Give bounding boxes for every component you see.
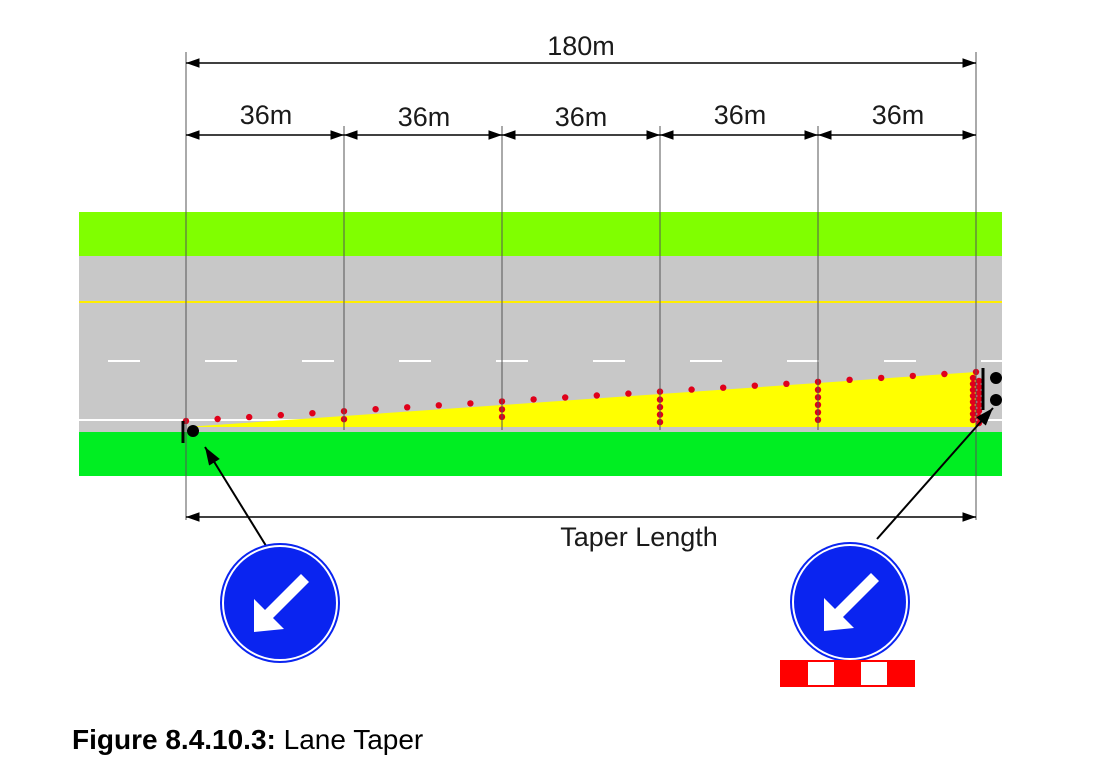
end-lamps bbox=[981, 368, 1002, 410]
lower-verge bbox=[79, 432, 1002, 476]
red-white-plate-icon bbox=[780, 660, 915, 687]
cone bbox=[751, 382, 758, 389]
dimension-lines bbox=[185, 52, 977, 522]
cone bbox=[969, 404, 977, 412]
total-length-label: 180m bbox=[547, 31, 615, 61]
sign-pointer-right bbox=[876, 407, 994, 540]
cone bbox=[467, 400, 474, 407]
cone bbox=[562, 394, 569, 401]
cone bbox=[878, 374, 885, 382]
cone bbox=[969, 416, 977, 424]
cone bbox=[593, 392, 600, 399]
keep-left-sign-icon bbox=[790, 542, 910, 662]
cone bbox=[941, 370, 948, 378]
cone bbox=[975, 395, 983, 403]
cone bbox=[975, 383, 983, 391]
cone bbox=[435, 402, 442, 409]
cone bbox=[846, 376, 853, 383]
cone bbox=[688, 386, 695, 393]
cone bbox=[969, 398, 977, 406]
cone bbox=[783, 380, 790, 387]
cone bbox=[246, 413, 253, 421]
cone bbox=[969, 374, 977, 382]
segment-label: 36m bbox=[872, 100, 925, 130]
cone bbox=[975, 407, 983, 415]
taper-area bbox=[186, 372, 976, 427]
cone bbox=[309, 410, 316, 417]
taper-length-label: Taper Length bbox=[560, 522, 718, 552]
segment-label: 36m bbox=[240, 100, 293, 130]
cone bbox=[975, 401, 983, 409]
cone bbox=[372, 406, 379, 413]
figure-title: Lane Taper bbox=[283, 724, 424, 755]
start-lamp bbox=[181, 421, 199, 443]
segment-label: 36m bbox=[714, 100, 767, 130]
cone bbox=[277, 411, 284, 419]
segment-label: 36m bbox=[398, 102, 451, 132]
segment-label: 36m bbox=[555, 102, 608, 132]
cone bbox=[975, 413, 983, 421]
cone bbox=[969, 380, 977, 388]
cone bbox=[969, 410, 977, 418]
cone bbox=[969, 386, 977, 394]
cone bbox=[909, 372, 916, 380]
cone bbox=[404, 404, 411, 411]
figure-caption: Figure 8.4.10.3: Lane Taper bbox=[72, 724, 423, 756]
cone bbox=[969, 392, 977, 400]
cone bbox=[975, 389, 983, 397]
cone bbox=[214, 415, 221, 423]
keep-left-sign-icon bbox=[220, 543, 340, 663]
cone bbox=[530, 396, 537, 403]
figure-number: Figure 8.4.10.3: bbox=[72, 724, 276, 755]
traffic-cones bbox=[182, 368, 983, 427]
sign-pointer-left bbox=[204, 446, 269, 550]
cone bbox=[625, 390, 632, 397]
cone bbox=[720, 384, 727, 391]
upper-verge bbox=[79, 212, 1002, 256]
cone bbox=[975, 377, 983, 385]
